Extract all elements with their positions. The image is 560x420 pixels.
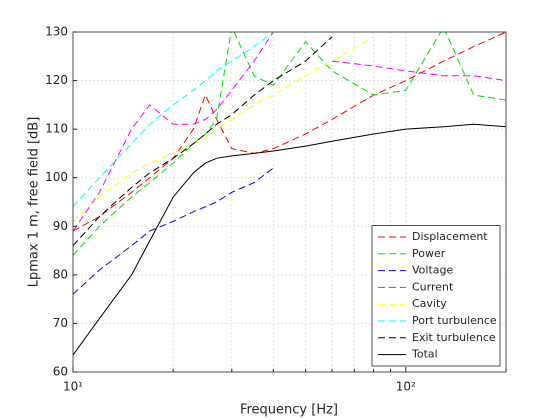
series-line — [73, 32, 274, 208]
legend-label: Voltage — [412, 264, 453, 277]
ticks: 60 70 80 90 100 110 120 130 10¹ 10² — [45, 25, 507, 394]
y-tick-label: 100 — [45, 170, 68, 184]
y-tick-label: 90 — [53, 219, 68, 233]
series-line — [73, 36, 374, 222]
legend-label: Displacement — [412, 230, 488, 243]
x-tick-label: 10¹ — [63, 380, 83, 394]
legend-label: Total — [411, 348, 438, 361]
legend-label: Current — [412, 280, 454, 293]
y-tick-label: 110 — [45, 122, 68, 136]
y-tick-label: 60 — [53, 365, 68, 379]
x-tick-label: 10² — [396, 380, 416, 394]
legend-label: Port turbulence — [412, 314, 497, 327]
legend-label: Power — [412, 247, 446, 260]
plot-frame — [72, 31, 507, 373]
x-axis-label: Frequency [Hz] — [240, 403, 338, 418]
series-line — [73, 167, 274, 295]
y-tick-label: 120 — [45, 73, 68, 87]
series-line — [73, 32, 506, 232]
series-line — [73, 32, 506, 232]
legend-label: Exit turbulence — [412, 331, 496, 344]
lines — [73, 32, 506, 356]
legend: Displacement Power Voltage Current Cavity Por… — [371, 225, 501, 367]
y-tick-label: 70 — [53, 316, 68, 330]
series-line — [73, 32, 506, 256]
y-tick-label: 80 — [53, 267, 68, 281]
y-tick-label: 130 — [45, 25, 68, 39]
legend-box — [371, 225, 501, 367]
series-line — [73, 123, 506, 356]
legend-label: Cavity — [412, 297, 447, 310]
y-axis-label: Lpmax 1 m, free field [dB] — [27, 117, 42, 288]
series-line — [73, 36, 333, 247]
